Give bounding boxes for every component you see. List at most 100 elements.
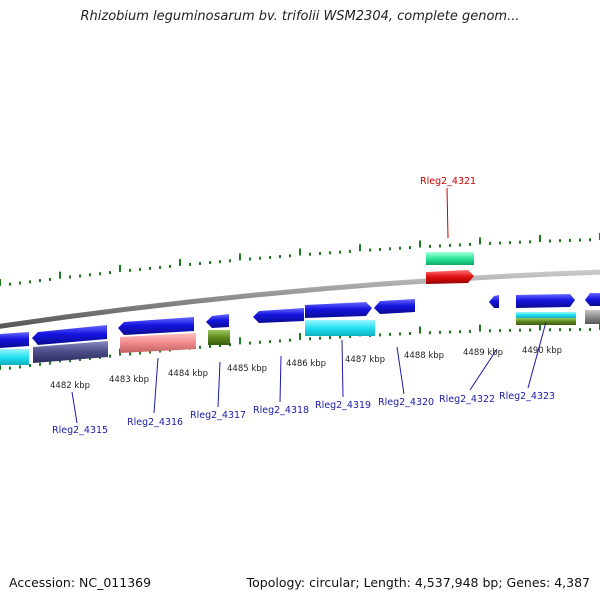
minor-tick xyxy=(519,240,521,244)
major-tick xyxy=(539,323,541,331)
minor-tick xyxy=(579,328,581,331)
minor-tick xyxy=(509,241,511,245)
minor-tick xyxy=(439,244,441,248)
minor-tick xyxy=(569,238,571,242)
cds-arrows xyxy=(0,293,600,348)
gene-label[interactable]: Rleg2_4321 xyxy=(420,176,476,187)
cds-arrow[interactable] xyxy=(32,325,107,345)
minor-tick xyxy=(469,242,471,246)
gene-leader-lines xyxy=(71,321,547,424)
gene-label[interactable]: Rleg2_4317 xyxy=(190,410,246,421)
minor-tick xyxy=(559,239,561,243)
minor-tick xyxy=(369,248,371,252)
major-tick xyxy=(59,271,61,279)
minor-tick xyxy=(399,246,401,250)
minor-tick xyxy=(399,332,401,336)
cds-arrow[interactable] xyxy=(516,294,575,308)
minor-tick xyxy=(579,238,581,242)
minor-tick xyxy=(199,345,201,349)
leader-line xyxy=(153,357,159,414)
cds-arrow[interactable] xyxy=(585,293,600,306)
minor-tick xyxy=(289,254,291,258)
minor-tick xyxy=(349,249,351,253)
gene-feature-olive-strip[interactable] xyxy=(516,318,576,325)
major-tick xyxy=(479,324,481,332)
gene-feature-salmon[interactable] xyxy=(120,333,196,353)
minor-tick xyxy=(19,365,21,369)
minor-tick xyxy=(129,352,131,356)
minor-tick xyxy=(39,279,41,283)
minor-tick xyxy=(189,262,191,266)
major-tick xyxy=(419,326,421,334)
minor-tick xyxy=(549,239,551,243)
minor-tick xyxy=(279,339,281,343)
gene-label[interactable]: Rleg2_4319 xyxy=(315,400,371,411)
minor-tick xyxy=(199,262,201,265)
gene-label[interactable]: Rleg2_4316 xyxy=(127,417,183,428)
minor-tick xyxy=(489,329,491,333)
major-tick xyxy=(479,237,481,245)
minor-tick xyxy=(379,247,381,251)
minor-tick xyxy=(89,273,91,277)
kbp-label: 4486 kbp xyxy=(286,359,326,369)
minor-tick xyxy=(49,277,51,281)
minor-tick xyxy=(29,280,31,284)
minor-tick xyxy=(329,251,331,255)
minor-tick xyxy=(559,328,561,332)
genome-summary-text: Topology: circular; Length: 4,537,948 bp… xyxy=(246,575,590,590)
minor-tick xyxy=(489,241,491,245)
cds-arrow[interactable] xyxy=(374,299,415,314)
gene-arrow-red[interactable] xyxy=(426,270,474,284)
kbp-labels: 4482 kbp 4483 kbp 4484 kbp 4485 kbp 4486… xyxy=(50,346,562,391)
gene-feature-cyan[interactable] xyxy=(305,320,375,336)
gene-label[interactable]: Rleg2_4320 xyxy=(378,397,434,408)
minor-tick xyxy=(99,272,101,276)
gene-feature-cyan[interactable] xyxy=(0,349,29,365)
gene-feature-olive[interactable] xyxy=(208,330,230,345)
gene-label[interactable]: Rleg2_4322 xyxy=(439,394,495,405)
gene-feature-grey[interactable] xyxy=(585,310,600,324)
cds-arrow[interactable] xyxy=(118,317,194,335)
gene-label[interactable]: Rleg2_4323 xyxy=(499,391,555,402)
minor-tick xyxy=(9,282,11,286)
minor-tick xyxy=(149,350,151,354)
minor-tick xyxy=(499,241,501,245)
major-tick xyxy=(359,244,361,252)
cds-arrow[interactable] xyxy=(253,308,304,323)
minor-tick xyxy=(129,268,131,272)
gene-label[interactable]: Rleg2_4315 xyxy=(52,425,108,436)
minor-tick xyxy=(589,238,591,242)
kbp-label: 4489 kbp xyxy=(463,348,503,358)
minor-tick xyxy=(499,329,501,333)
minor-tick xyxy=(319,252,321,255)
minor-tick xyxy=(29,364,31,368)
minor-tick xyxy=(219,260,221,264)
minor-tick xyxy=(269,340,271,344)
minor-tick xyxy=(449,330,451,334)
major-tick xyxy=(0,363,1,370)
kbp-label: 4484 kbp xyxy=(168,369,208,379)
minor-tick xyxy=(139,267,141,271)
gene-feature-navy[interactable] xyxy=(33,341,108,363)
minor-tick xyxy=(409,246,411,250)
minor-tick xyxy=(19,281,21,285)
leader-line xyxy=(217,361,221,408)
cds-arrow[interactable] xyxy=(0,332,29,348)
cds-arrow[interactable] xyxy=(305,302,372,318)
minor-tick xyxy=(529,328,531,332)
minor-tick xyxy=(529,240,531,244)
major-tick xyxy=(119,265,121,272)
minor-tick xyxy=(389,247,391,251)
gene-feature-green[interactable] xyxy=(426,252,474,265)
gene-feature-cyan-strip[interactable] xyxy=(516,312,576,318)
genome-backbone xyxy=(0,269,600,329)
minor-tick xyxy=(519,328,521,332)
minor-tick xyxy=(159,265,161,269)
minor-tick xyxy=(259,340,261,344)
gene-label[interactable]: Rleg2_4318 xyxy=(253,405,309,416)
cds-arrow[interactable] xyxy=(489,295,499,308)
minor-tick xyxy=(459,330,461,334)
minor-tick xyxy=(569,328,571,332)
cds-arrow[interactable] xyxy=(206,314,229,328)
